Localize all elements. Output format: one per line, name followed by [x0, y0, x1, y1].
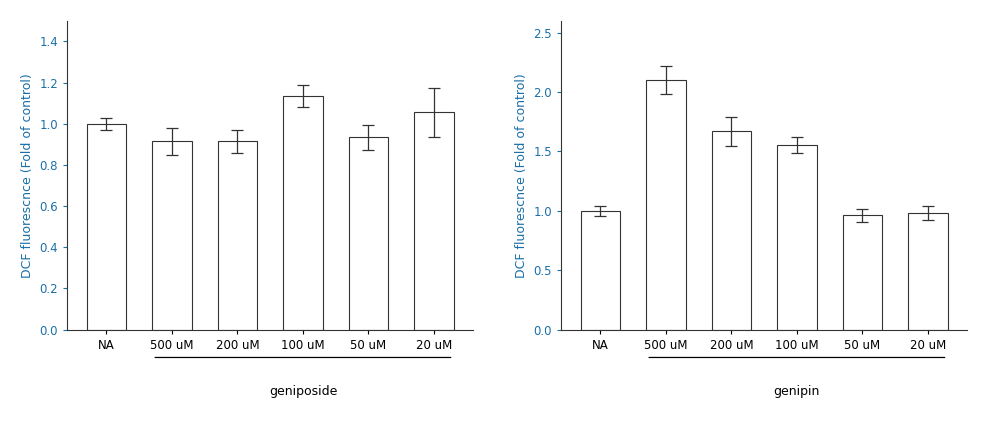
Bar — [284, 96, 323, 330]
Bar — [843, 215, 882, 330]
Bar — [87, 124, 126, 330]
Bar — [908, 213, 947, 330]
Y-axis label: DCF fluorescnce (Fold of control): DCF fluorescnce (Fold of control) — [515, 73, 528, 278]
Bar — [581, 211, 620, 330]
Y-axis label: DCF fluorescnce (Fold of control): DCF fluorescnce (Fold of control) — [21, 73, 34, 278]
Bar — [711, 131, 751, 330]
Bar — [778, 145, 816, 330]
Bar — [646, 80, 686, 330]
Bar — [217, 141, 257, 330]
Text: geniposide: geniposide — [269, 385, 337, 398]
Text: genipin: genipin — [774, 385, 820, 398]
Bar — [152, 141, 192, 330]
Bar — [349, 137, 388, 330]
Bar — [414, 112, 453, 330]
